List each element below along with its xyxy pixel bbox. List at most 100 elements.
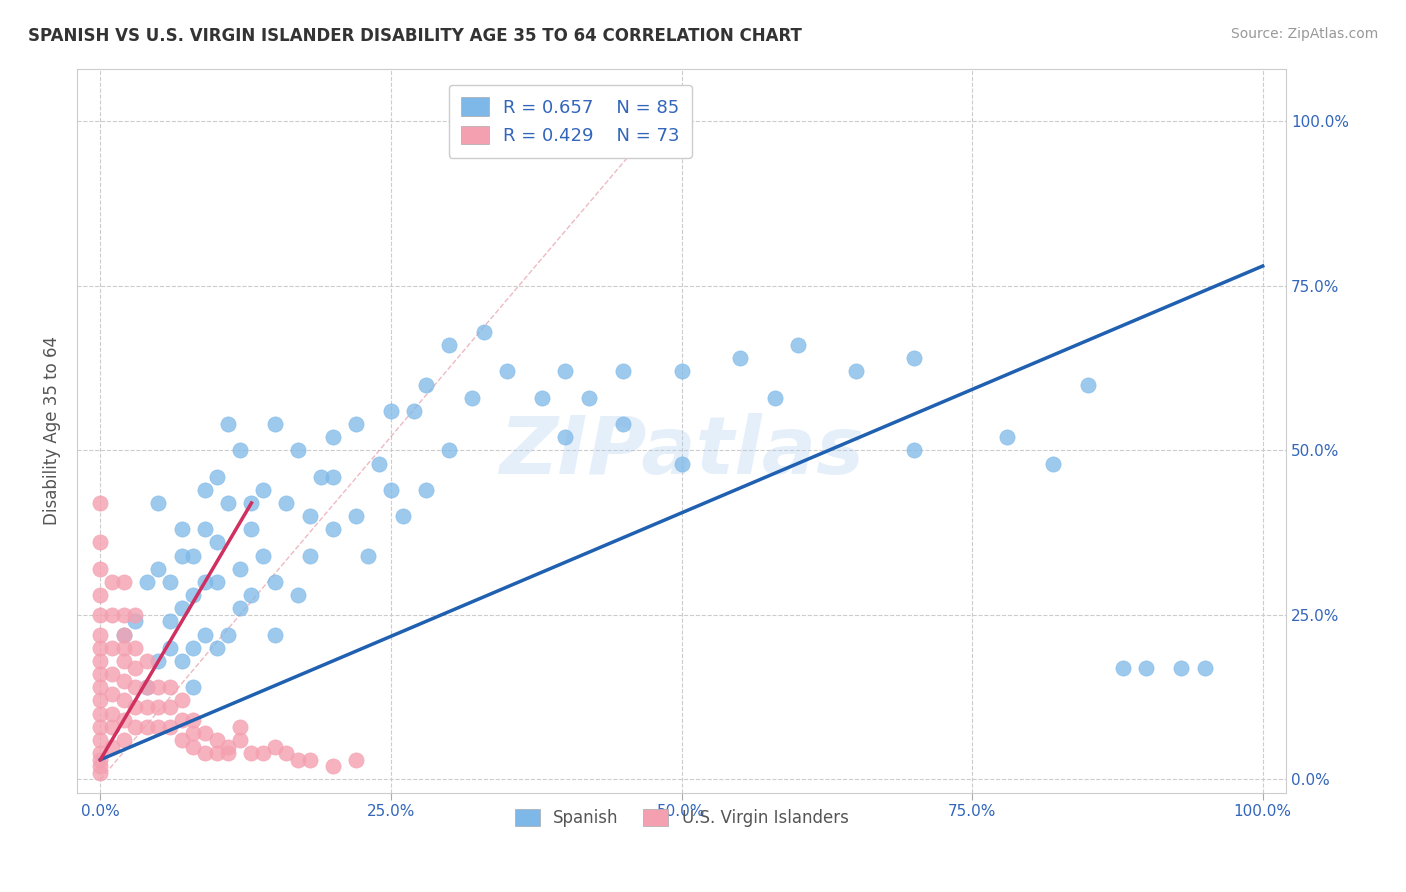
Point [322,522,344,536]
Point [170,654,193,668]
Point [148,654,170,668]
Point [380,404,402,418]
Point [287,588,309,602]
Point [240,496,263,510]
Point [112,673,135,688]
Point [205,746,228,760]
Point [89,535,111,549]
Point [194,522,217,536]
Point [183,640,205,655]
Point [101,687,124,701]
Point [183,739,205,754]
Point [995,430,1018,444]
Point [89,496,111,510]
Point [170,549,193,563]
Point [404,404,426,418]
Point [183,681,205,695]
Point [263,574,285,589]
Point [101,667,124,681]
Point [1077,377,1099,392]
Point [357,549,380,563]
Point [170,522,193,536]
Point [903,351,925,366]
Point [263,417,285,431]
Point [578,391,600,405]
Point [194,746,217,760]
Point [148,562,170,576]
Point [322,759,344,773]
Point [276,746,298,760]
Point [89,654,111,668]
Point [217,628,239,642]
Point [240,588,263,602]
Point [135,700,157,714]
Point [101,706,124,721]
Point [124,660,146,674]
Point [240,522,263,536]
Point [344,509,367,524]
Point [194,483,217,497]
Point [252,483,274,497]
Point [229,562,252,576]
Point [298,549,321,563]
Point [89,628,111,642]
Point [472,325,495,339]
Point [415,377,437,392]
Point [135,681,157,695]
Point [415,483,437,497]
Point [89,681,111,695]
Point [170,733,193,747]
Point [437,338,460,352]
Point [1135,660,1157,674]
Point [89,733,111,747]
Point [101,574,124,589]
Point [287,753,309,767]
Point [671,457,693,471]
Point [112,607,135,622]
Point [344,417,367,431]
Point [205,733,228,747]
Point [205,535,228,549]
Point [148,700,170,714]
Point [170,713,193,727]
Point [89,562,111,576]
Point [786,338,808,352]
Point [671,364,693,378]
Point [135,574,157,589]
Point [89,746,111,760]
Point [380,483,402,497]
Point [496,364,519,378]
Point [135,720,157,734]
Point [183,588,205,602]
Point [276,496,298,510]
Point [159,681,181,695]
Point [124,607,146,622]
Point [298,753,321,767]
Point [205,640,228,655]
Point [89,720,111,734]
Point [112,654,135,668]
Point [89,753,111,767]
Point [1042,457,1064,471]
Point [1194,660,1216,674]
Point [159,574,181,589]
Point [89,706,111,721]
Point [135,681,157,695]
Point [229,601,252,615]
Point [101,739,124,754]
Text: Source: ZipAtlas.com: Source: ZipAtlas.com [1230,27,1378,41]
Point [263,628,285,642]
Point [194,726,217,740]
Point [170,601,193,615]
Point [194,628,217,642]
Text: ZIPatlas: ZIPatlas [499,413,865,491]
Point [135,654,157,668]
Point [554,430,576,444]
Point [89,588,111,602]
Point [217,739,239,754]
Point [148,720,170,734]
Point [309,469,332,483]
Point [159,615,181,629]
Point [322,430,344,444]
Point [612,417,634,431]
